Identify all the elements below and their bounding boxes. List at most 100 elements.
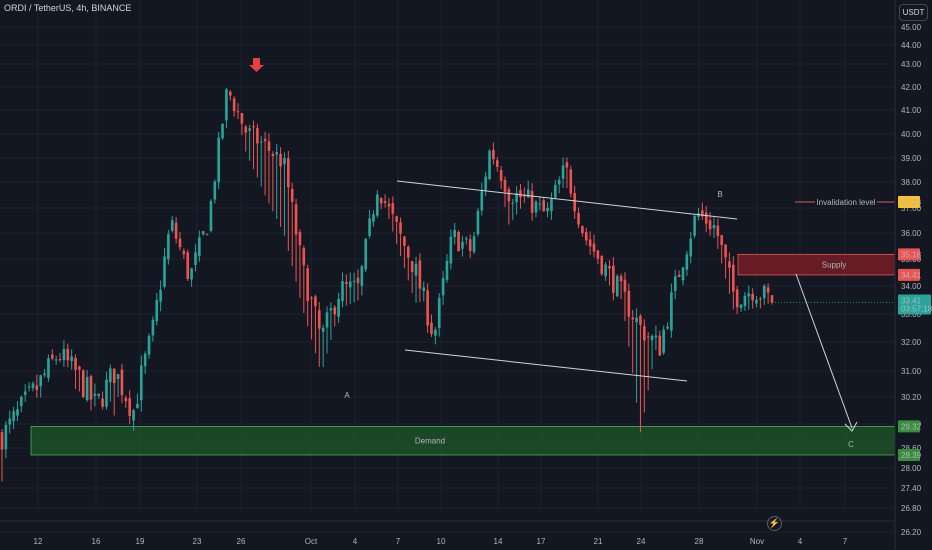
candle-body <box>368 218 371 236</box>
candle-body <box>588 239 592 247</box>
candle-body <box>573 193 576 212</box>
candle-body <box>302 248 306 266</box>
candle-body <box>62 349 66 361</box>
time-tick-label: 10 <box>437 537 446 546</box>
zones-layer: Demand Supply <box>30 253 896 456</box>
candle-body <box>488 150 491 180</box>
candle-body <box>139 365 143 401</box>
candle-body <box>263 138 267 142</box>
candle-body <box>441 278 445 296</box>
candle-body <box>666 326 669 329</box>
candle-body <box>74 357 77 370</box>
countdown-label: 03:57:18 <box>901 305 932 314</box>
time-axis[interactable]: 12 16 19 23 26 Oct 4 7 10 14 17 21 24 28 Nov 4 7 <box>0 520 895 546</box>
chart-grid <box>0 0 895 533</box>
candle-body <box>546 207 549 212</box>
candle-body <box>612 265 615 293</box>
candle-body <box>325 312 329 328</box>
candle-body <box>124 397 128 402</box>
price-tick-label: 45.00 <box>901 23 922 32</box>
candle-body <box>755 299 758 304</box>
price-tick-label: 34.00 <box>901 282 922 291</box>
candle-body <box>542 200 546 212</box>
candle-body <box>306 268 309 302</box>
candle-body <box>604 264 607 277</box>
time-tick-label: 21 <box>594 537 603 546</box>
candle-body <box>619 276 623 282</box>
candle-body <box>383 201 387 203</box>
supply-top-price-label: 35.18 <box>901 250 922 259</box>
candle-body <box>414 263 418 276</box>
candle-body <box>275 152 279 155</box>
candle-body <box>8 418 12 425</box>
supply-bottom-price-label-background <box>898 268 920 281</box>
candle-body <box>81 370 85 398</box>
candle-body <box>54 359 58 361</box>
channel-upper-line <box>396 180 738 220</box>
candle-body <box>472 236 476 252</box>
flash-icon[interactable]: ⚡ <box>767 516 782 531</box>
channel-lower-line <box>404 349 688 382</box>
candle-body <box>4 424 8 450</box>
candle-body <box>693 216 696 236</box>
candle-body <box>716 225 720 237</box>
candle-body <box>58 359 62 361</box>
candle-body <box>608 266 611 269</box>
candle-body <box>240 113 244 124</box>
supply-label: Supply <box>822 261 846 270</box>
price-tick-label: 28.60 <box>901 444 922 453</box>
candle-body <box>670 292 673 331</box>
demand-bottom-price-label: 28.39 <box>901 451 922 460</box>
candle-body <box>379 198 383 204</box>
candle-body <box>704 212 708 224</box>
candle-body <box>399 222 402 234</box>
candle-body <box>639 315 642 325</box>
candle-body <box>147 335 151 355</box>
time-tick-label: 7 <box>843 537 848 546</box>
candle-body <box>39 375 42 387</box>
candle-body <box>201 231 205 235</box>
candles-layer <box>0 87 774 482</box>
candle-body <box>85 377 89 401</box>
candle-body <box>16 409 19 416</box>
currency-badge[interactable]: USDT <box>899 4 928 21</box>
price-axis[interactable]: 45.00 44.00 43.00 42.00 41.00 40.00 39.00 38.00… <box>894 0 932 550</box>
candle-body <box>348 281 352 288</box>
candle-body <box>499 170 503 181</box>
candle-body <box>735 289 739 308</box>
candle-body <box>70 356 73 362</box>
candle-body <box>128 398 131 416</box>
candle-body <box>658 335 662 356</box>
time-tick-label: 28 <box>695 537 704 546</box>
candle-body <box>468 239 472 252</box>
time-tick-label: Oct <box>305 537 318 546</box>
candle-body <box>352 280 356 282</box>
candle-body <box>205 234 209 236</box>
candle-body <box>511 202 515 204</box>
candle-body <box>155 299 159 322</box>
candle-body <box>35 385 39 390</box>
time-tick-label: Nov <box>750 537 764 546</box>
time-tick-label: 16 <box>92 537 101 546</box>
candle-body <box>209 200 213 232</box>
candle-body <box>194 252 197 265</box>
candle-body <box>178 238 182 248</box>
candle-body <box>538 203 542 205</box>
price-tick-label: 26.80 <box>901 504 922 513</box>
candle-body <box>259 141 263 143</box>
candle-body <box>430 322 433 334</box>
candle-body <box>453 229 457 238</box>
time-tick-label: 24 <box>637 537 646 546</box>
supply-bottom-price-label: 34.41 <box>901 271 922 280</box>
candle-body <box>372 214 375 222</box>
candle-body <box>418 260 422 289</box>
candle-body <box>116 374 120 379</box>
candle-body <box>31 383 35 389</box>
candle-body <box>310 297 313 299</box>
candle-body <box>248 128 251 131</box>
wave-label-a: A <box>344 391 350 400</box>
invalidation-price-label: 37.23 <box>901 198 922 207</box>
symbol-title[interactable]: ORDI / TetherUS, 4h, BINANCE <box>4 3 132 13</box>
candle-body <box>739 304 743 308</box>
